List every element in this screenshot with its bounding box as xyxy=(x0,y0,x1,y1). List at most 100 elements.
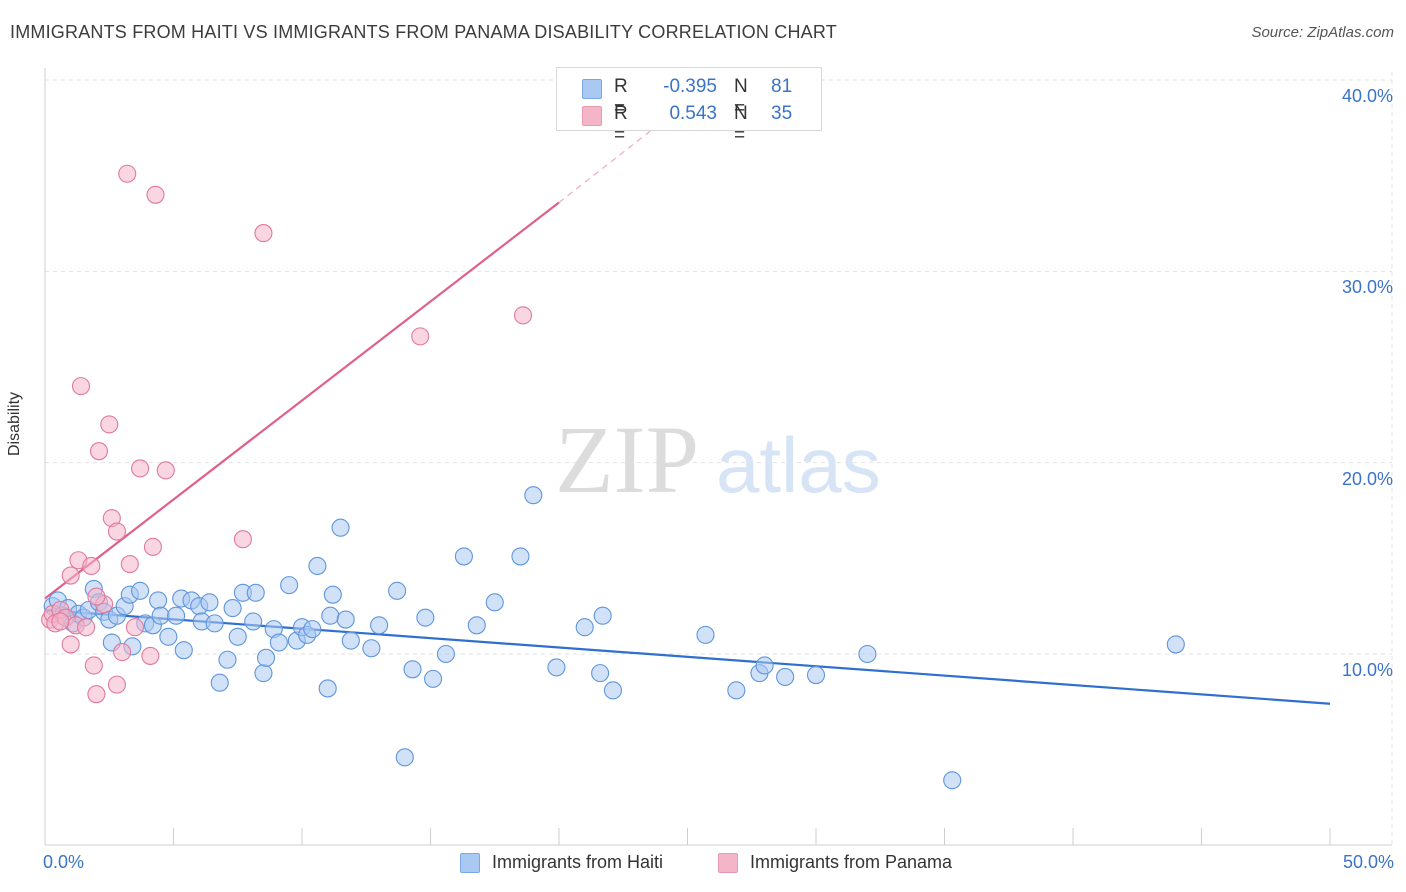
panama-point xyxy=(107,522,127,541)
haiti-point xyxy=(244,612,263,631)
panama-legend-swatch xyxy=(718,853,738,873)
haiti-point xyxy=(424,669,443,688)
panama-point xyxy=(233,530,252,549)
haiti-point xyxy=(205,614,224,633)
panama-swatch xyxy=(582,106,602,126)
panama-point xyxy=(107,675,127,694)
legend-label: Immigrants from Haiti xyxy=(492,852,664,872)
panama-point xyxy=(87,685,106,704)
r-value: -0.395 xyxy=(663,76,717,97)
y-axis-label: Disability xyxy=(6,391,23,456)
legend-label: Immigrants from Panama xyxy=(750,852,953,872)
haiti-point xyxy=(174,641,193,660)
haiti-point xyxy=(524,486,543,505)
panama-point xyxy=(146,185,165,204)
haiti-point xyxy=(254,664,273,683)
panama-point xyxy=(84,656,103,675)
haiti-point xyxy=(395,748,414,767)
haiti-point xyxy=(269,633,288,652)
haiti-trend-line xyxy=(44,608,1331,705)
haiti-point xyxy=(246,583,265,602)
haiti-point xyxy=(159,627,178,646)
haiti-point xyxy=(167,606,186,625)
haiti-point xyxy=(200,593,219,612)
haiti-point xyxy=(280,576,299,595)
panama-point xyxy=(143,537,162,556)
r-value: 0.543 xyxy=(669,103,717,124)
haiti-point xyxy=(485,593,504,612)
axes xyxy=(44,68,1392,846)
y-tick-label: 10.0% xyxy=(1341,660,1393,680)
haiti-point xyxy=(323,585,342,604)
haiti-point xyxy=(341,631,360,650)
haiti-point xyxy=(575,618,594,637)
haiti-point xyxy=(511,547,530,566)
grid-lines xyxy=(45,72,1393,845)
haiti-point xyxy=(321,606,340,625)
haiti-point xyxy=(454,547,473,566)
series-haiti xyxy=(43,486,1185,790)
haiti-point xyxy=(943,771,962,790)
haiti-point xyxy=(591,664,610,683)
n-label: N = xyxy=(734,76,748,119)
panama-point xyxy=(513,306,533,325)
y-tick-label: 30.0% xyxy=(1341,277,1393,298)
panama-point xyxy=(118,164,137,183)
haiti-point xyxy=(776,667,795,687)
haiti-point xyxy=(256,648,276,667)
haiti-point xyxy=(223,599,242,618)
haiti-point xyxy=(218,650,237,669)
y-tick-label: 40.0% xyxy=(1341,86,1393,106)
panama-point xyxy=(254,224,273,243)
r-label: R = xyxy=(614,103,628,146)
haiti-point xyxy=(331,518,350,537)
source-label: Source: ZipAtlas.com xyxy=(1251,24,1394,41)
n-label: N = xyxy=(734,103,748,146)
panama-point xyxy=(71,377,91,396)
haiti-point xyxy=(149,591,168,610)
chart-title: IMMIGRANTS FROM HAITI VS IMMIGRANTS FROM… xyxy=(10,22,837,42)
haiti-point xyxy=(210,673,229,692)
haiti-point xyxy=(151,606,170,625)
haiti-point xyxy=(318,679,337,698)
panama-point xyxy=(411,327,430,346)
panama-point xyxy=(100,415,119,434)
haiti-point xyxy=(755,656,774,675)
haiti-swatch xyxy=(582,79,602,99)
haiti-point xyxy=(727,681,746,700)
panama-point xyxy=(51,612,70,631)
stats-legend: R = -0.395 N = 81 R = 0.543 N = 35 xyxy=(556,67,822,146)
haiti-point xyxy=(370,616,389,635)
haiti-point xyxy=(436,644,455,664)
panama-point xyxy=(61,635,80,654)
haiti-point xyxy=(388,581,407,600)
n-value: 81 xyxy=(771,76,793,97)
n-value: 35 xyxy=(771,103,793,124)
haiti-point xyxy=(858,644,877,664)
y-tick-label: 20.0% xyxy=(1341,468,1393,489)
panama-point xyxy=(87,587,106,606)
panama-point xyxy=(61,566,80,585)
series-panama xyxy=(41,164,533,704)
haiti-point xyxy=(131,581,150,600)
panama-point xyxy=(131,459,150,478)
haiti-point xyxy=(547,658,566,677)
watermark-zip: ZIP xyxy=(555,406,699,513)
haiti-legend-swatch xyxy=(460,853,480,873)
panama-point xyxy=(120,555,139,574)
haiti-point xyxy=(416,608,435,627)
haiti-point xyxy=(593,606,612,625)
x-tick-label: 50.0% xyxy=(1342,852,1394,872)
panama-point xyxy=(89,442,109,461)
x-tick-label: 0.0% xyxy=(43,852,85,872)
panama-point xyxy=(156,461,175,480)
haiti-point xyxy=(603,681,623,700)
panama-point xyxy=(141,646,160,665)
haiti-point xyxy=(362,639,381,658)
haiti-point xyxy=(403,660,422,679)
r-label: R = xyxy=(614,76,628,119)
panama-point xyxy=(113,643,132,662)
haiti-point xyxy=(308,556,327,576)
haiti-point xyxy=(228,627,247,646)
